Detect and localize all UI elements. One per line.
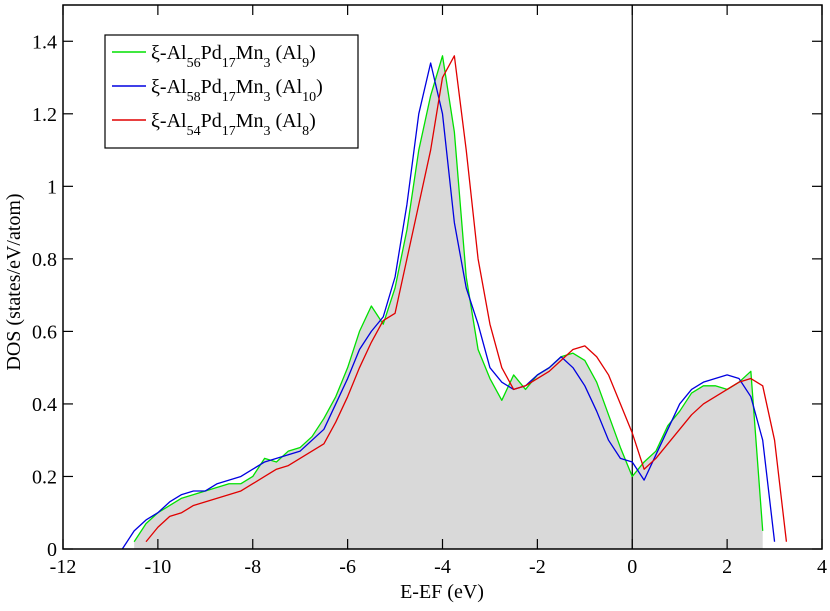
series-line [145,55,788,543]
y-tick-label: 0.8 [32,249,57,271]
x-tick-label: -4 [434,556,451,578]
legend-label: ξ-Al54Pd17Mn3 (Al8) [151,110,316,139]
legend-box [104,34,359,149]
x-tick-label: -8 [244,556,261,578]
x-tick-label: 2 [722,556,732,578]
y-tick-label: 0 [47,539,57,561]
y-axis-label: DOS (states/eV/atom) [3,193,25,370]
series-line [133,55,764,543]
legend: ξ-Al56Pd17Mn3 (Al9) ξ-Al58Pd17Mn3 (Al10) ξ… [104,34,359,149]
legend-label: ξ-Al56Pd17Mn3 (Al9) [151,42,316,71]
series-line [121,62,776,550]
x-tick-label: 0 [627,556,637,578]
x-tick-label: -12 [50,556,77,578]
y-tick-label: 1.4 [32,31,57,53]
area-fill [134,55,763,549]
y-tick-label: 1 [47,176,57,198]
legend-label: ξ-Al58Pd17Mn3 (Al10) [151,76,323,105]
x-tick-label: 4 [817,556,827,578]
x-axis-label: E-EF (eV) [400,581,484,603]
y-tick-label: 1.2 [32,104,57,126]
y-tick-label: 0.6 [32,321,57,343]
x-tick-label: -10 [145,556,172,578]
x-tick-label: -2 [529,556,546,578]
x-tick-label: -6 [339,556,356,578]
y-tick-label: 0.2 [32,466,57,488]
y-tick-label: 0.4 [32,394,57,416]
